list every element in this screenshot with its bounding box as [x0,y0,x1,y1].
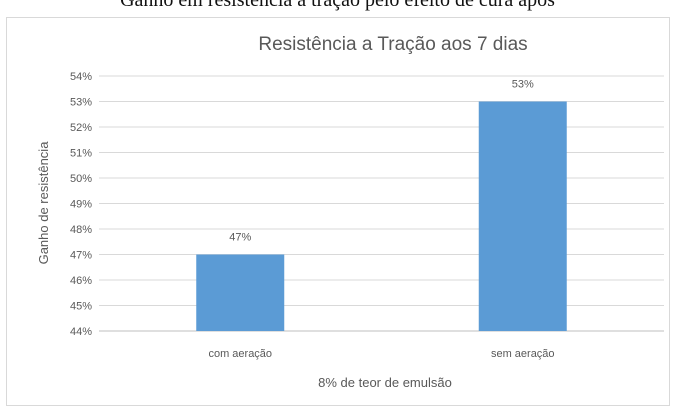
y-tick-label: 50% [70,173,92,185]
x-tick-label: sem aeração [491,348,555,360]
y-tick-label: 45% [70,301,92,313]
y-tick-label: 52% [70,122,92,134]
chart-title: Resistência a Tração aos 7 dias [258,34,527,55]
y-tick-label: 49% [70,199,92,211]
bars [196,101,567,331]
data-label: 53% [512,79,534,91]
y-tick-label: 51% [70,148,92,160]
x-tick-labels: com aeração sem aeração [208,348,554,360]
x-tick-label: com aeração [208,348,272,360]
x-axis-label: 8% de teor de emulsão [318,375,452,390]
gridlines [99,75,664,332]
data-label: 47% [229,232,251,244]
data-labels: 47% 53% [229,79,534,244]
bar [196,254,285,331]
page-caption: Ganho em resistência à tração pelo efeit… [120,0,555,11]
y-tick-label: 48% [70,224,92,236]
y-tick-label: 46% [70,275,92,287]
y-tick-label: 54% [70,71,92,83]
y-tick-label: 53% [70,97,92,109]
bar [478,101,567,331]
y-tick-label: 44% [70,326,92,338]
y-tick-label: 47% [70,250,92,262]
y-tick-labels: 44% 45% 46% 47% 48% 49% 50% 51% 52% 53% 54% [70,71,92,338]
y-axis-label: Ganho de resistência [36,141,51,265]
